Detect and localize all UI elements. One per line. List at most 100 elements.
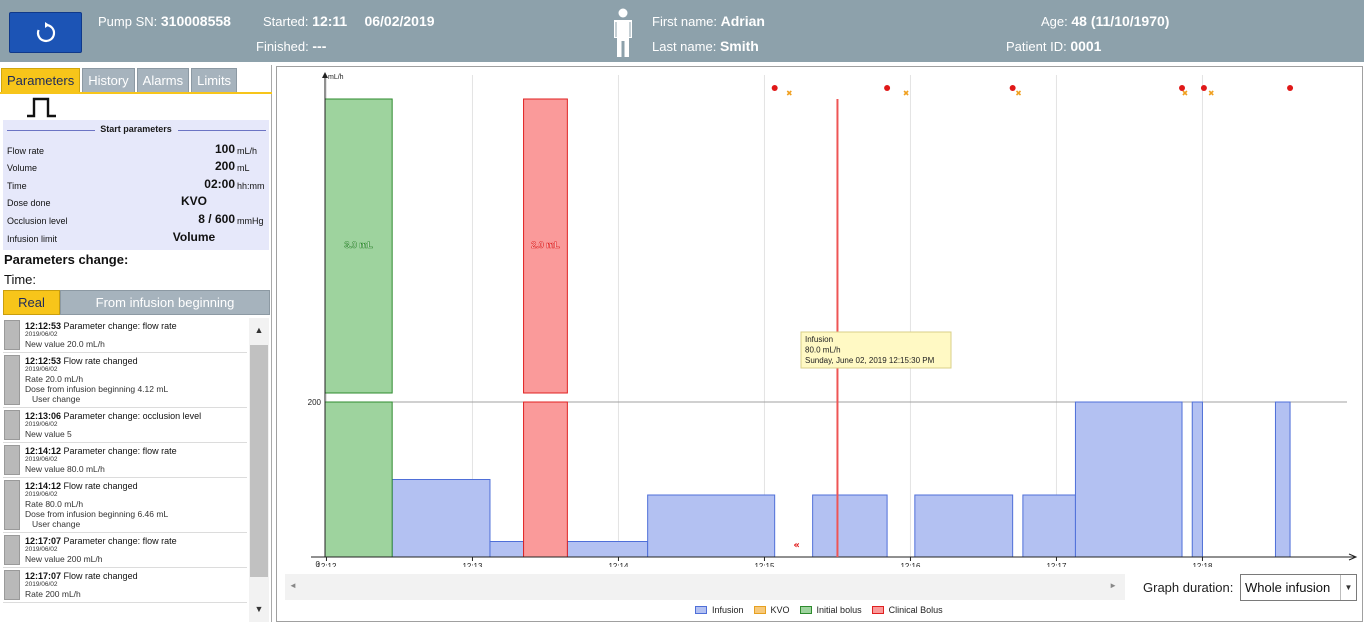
event-marker	[4, 535, 20, 565]
event-item[interactable]: 12:17:07 Parameter change: flow rate 2019…	[3, 533, 247, 568]
param-value: 100	[214, 142, 235, 156]
x-tick-label: 12:12	[316, 562, 337, 567]
event-time: 12:13:06	[25, 411, 62, 421]
event-extra: User change	[32, 519, 81, 529]
param-unit: mL	[237, 163, 250, 173]
real-time-button[interactable]: Real	[3, 290, 60, 315]
infusion-block	[914, 494, 1014, 558]
back-button[interactable]	[9, 12, 82, 53]
patient-id: Patient ID: 0001	[1006, 38, 1101, 54]
kvo-mark	[903, 90, 909, 96]
event-title: 12:17:07 Parameter change: flow rate	[25, 536, 247, 546]
started: Started: 12:11 06/02/2019	[263, 13, 435, 29]
param-value: Volume	[172, 230, 216, 244]
started-time: 12:11	[312, 13, 348, 29]
x-tick-label: 12:13	[462, 562, 483, 567]
event-item[interactable]: 12:12:53 Flow rate changed 2019/06/02 Rate…	[3, 353, 247, 408]
legend-item[interactable]: Infusion	[695, 605, 744, 615]
kvo-mark	[1182, 90, 1188, 96]
param-value: KVO	[180, 194, 207, 208]
legend-item[interactable]: KVO	[753, 605, 790, 615]
event-detail: Rate 20.0 mL/h	[25, 374, 84, 384]
event-title: 12:17:07 Flow rate changed	[25, 571, 247, 581]
scrollbar-thumb[interactable]	[250, 345, 268, 577]
infusion-chart[interactable]: 3.0 mL 2.0 mL mL/h 200 012:12 12:13 12:14 12:15…	[277, 67, 1362, 567]
legend-swatch	[695, 606, 707, 614]
alarm-dot	[771, 85, 778, 91]
param-label: Time	[7, 181, 27, 191]
infusion-block	[1074, 401, 1183, 558]
legend-item[interactable]: Clinical Bolus	[871, 605, 943, 615]
alarm-dot	[1009, 85, 1016, 91]
kvo-mark	[786, 90, 792, 96]
event-time: 12:17:07	[25, 571, 62, 581]
time-mode-toggle: Real From infusion beginning	[3, 290, 270, 315]
event-marker	[4, 355, 20, 405]
tab-limits[interactable]: Limits	[191, 68, 238, 92]
started-date: 06/02/2019	[364, 13, 435, 29]
scroll-left-arrow-icon[interactable]: ◄	[289, 581, 297, 590]
start-parameters-title: Start parameters	[100, 124, 172, 134]
event-marker	[4, 445, 20, 475]
pump-sn-label: Pump SN:	[98, 14, 158, 29]
x-tick-label: 12:15	[754, 562, 775, 567]
bolus-label: 3.0 mL	[344, 240, 373, 250]
param-label: Occlusion level	[7, 216, 68, 226]
legend-item[interactable]: Initial bolus	[799, 605, 862, 615]
event-list-scrollbar[interactable]: ▲ ▼	[249, 318, 269, 622]
from-beginning-button[interactable]: From infusion beginning	[60, 290, 270, 315]
first-name: First name: Adrian	[652, 13, 765, 29]
tab-history[interactable]: History	[82, 68, 135, 92]
pump-sn-value: 310008558	[160, 13, 231, 29]
event-item[interactable]: 12:17:07 Flow rate changed 2019/06/02 Rate…	[3, 568, 247, 603]
event-title: 12:12:53 Parameter change: flow rate	[25, 321, 247, 331]
continuous-infusion-icon	[27, 97, 56, 118]
event-item[interactable]: 12:13:06 Parameter change: occlusion lev…	[3, 408, 247, 443]
kvo-mark	[1208, 90, 1214, 96]
scroll-right-arrow-icon[interactable]: ►	[1109, 581, 1117, 590]
dropdown-arrow-icon[interactable]: ▼	[1340, 575, 1356, 600]
event-marker	[4, 410, 20, 440]
event-title: 12:12:53 Flow rate changed	[25, 356, 247, 366]
event-date: 2019/06/02	[25, 331, 58, 338]
bolus-label-bg	[526, 237, 565, 251]
event-item[interactable]: 12:14:12 Parameter change: flow rate 2019…	[3, 443, 247, 478]
param-unit: mmHg	[237, 216, 264, 226]
chart-horizontal-scrollbar[interactable]: ◄ ►	[285, 574, 1125, 600]
event-item[interactable]: 12:12:53 Parameter change: flow rate 2019…	[3, 318, 247, 353]
last-name: Last name: Smith	[652, 38, 759, 54]
parameters-change-time-label: Time:	[4, 272, 37, 287]
legend-swatch	[799, 606, 812, 614]
param-unit: hh:mm	[237, 181, 265, 191]
param-value: 8 / 600	[198, 212, 235, 226]
scroll-down-arrow-icon[interactable]: ▼	[254, 604, 264, 614]
infusion-block	[1191, 401, 1203, 558]
bolus-rate-block	[324, 401, 393, 558]
event-item[interactable]: 12:14:12 Flow rate changed 2019/06/02 Rate…	[3, 478, 247, 533]
event-date: 2019/06/02	[25, 366, 58, 373]
event-title-text: Parameter change: flow rate	[61, 536, 177, 546]
tab-alarms[interactable]: Alarms	[136, 68, 190, 92]
parameters-change-title: Parameters change:	[4, 252, 129, 267]
tab-parameters[interactable]: Parameters	[1, 68, 81, 92]
event-time: 12:17:07	[25, 536, 62, 546]
event-title-text: Flow rate changed	[61, 481, 138, 491]
infusion-block	[1274, 401, 1291, 558]
event-detail: Rate 80.0 mL/h	[25, 499, 84, 509]
x-tick-label: 12:17	[1046, 562, 1067, 567]
event-detail: New value 5	[25, 429, 72, 439]
event-date: 2019/06/02	[25, 491, 58, 498]
event-title: 12:13:06 Parameter change: occlusion lev…	[25, 411, 247, 421]
pump-sn: Pump SN: 310008558	[98, 13, 231, 29]
scroll-up-arrow-icon[interactable]: ▲	[254, 325, 264, 335]
legend-label: Clinical Bolus	[888, 605, 943, 615]
first-name-value: Adrian	[720, 13, 765, 29]
tooltip-line: Infusion	[805, 335, 833, 344]
tab-underline	[0, 92, 272, 94]
event-title-text: Flow rate changed	[61, 356, 138, 366]
param-row-flow-rate: Flow rate 100 mL/h	[3, 142, 269, 158]
finished-value: ---	[312, 38, 327, 54]
graph-duration-select[interactable]: Whole infusion ▼	[1240, 574, 1357, 601]
refresh-back-icon	[36, 21, 55, 42]
